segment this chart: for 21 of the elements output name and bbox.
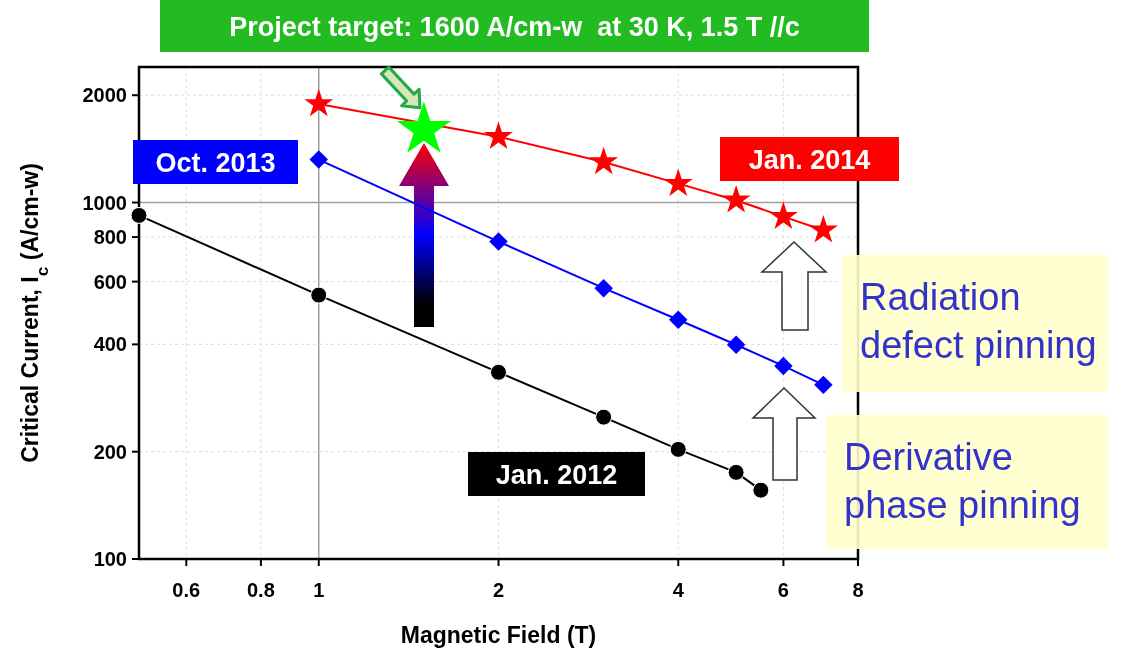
x-tick-label: 1 <box>313 579 325 601</box>
y-tick-label: 2000 <box>82 84 127 107</box>
x-tick-label: 2 <box>492 579 505 601</box>
x-tick-label: 6 <box>777 579 789 601</box>
x-tick-label: 4 <box>672 579 685 601</box>
y-tick-label: 200 <box>93 440 127 463</box>
series-label: Jan. 2012 <box>495 459 618 490</box>
text: Radiation defect pinning <box>860 276 1097 366</box>
y-tick-label: 1000 <box>82 191 127 214</box>
y-tick-label: 400 <box>93 333 127 356</box>
y-tick-label: 600 <box>93 270 127 293</box>
x-tick-label: 8 <box>852 579 864 601</box>
series-label: Oct. 2013 <box>155 147 276 178</box>
text: Project target: 1600 A/cm-w at 30 K, 1.5 T //c <box>229 11 800 42</box>
annotation: Derivative phase pinning <box>844 436 1081 526</box>
y-tick-label: 100 <box>93 548 127 570</box>
series-label: Jan. 2014 <box>748 144 871 175</box>
x-tick-label: 0.8 <box>246 579 275 601</box>
y-tick-label: 800 <box>93 226 127 249</box>
x-axis-title: Magnetic Field (T) <box>400 622 597 648</box>
x-tick-label: 0.6 <box>172 579 201 601</box>
